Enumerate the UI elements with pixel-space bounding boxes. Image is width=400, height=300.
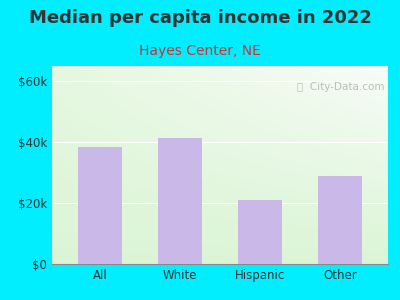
Text: ⓘ  City-Data.com: ⓘ City-Data.com bbox=[297, 82, 385, 92]
Bar bbox=[238, 200, 282, 264]
Bar bbox=[78, 147, 122, 264]
Text: Hayes Center, NE: Hayes Center, NE bbox=[139, 44, 261, 58]
Bar bbox=[318, 176, 362, 264]
Bar bbox=[158, 138, 202, 264]
Text: Median per capita income in 2022: Median per capita income in 2022 bbox=[28, 9, 372, 27]
